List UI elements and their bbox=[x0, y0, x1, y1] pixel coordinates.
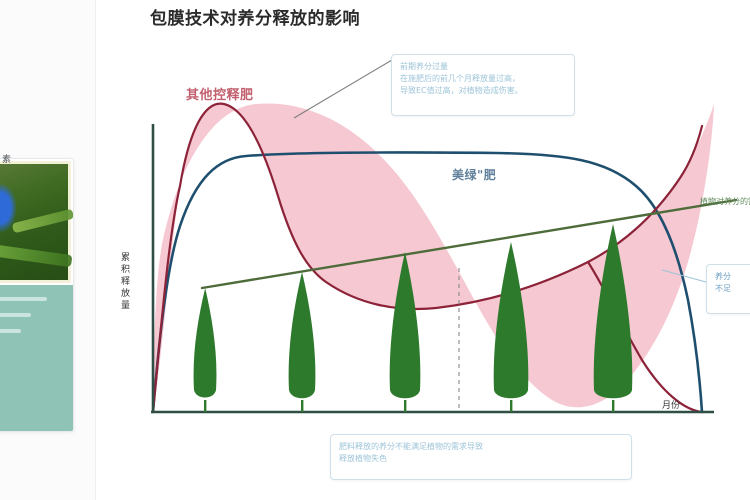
leaf-shape bbox=[11, 208, 73, 234]
plant-tree bbox=[288, 272, 316, 412]
callout-right-leader bbox=[661, 269, 707, 283]
callout-top-line-1: 前期养分过量 bbox=[400, 62, 448, 71]
callout-bottom-line-2: 释放植物失色 bbox=[339, 454, 387, 463]
callout-bottom-line-1: 肥料释放的养分不能满足植物的需求导致 bbox=[339, 442, 483, 451]
placeholder-line bbox=[0, 297, 47, 301]
plant-tree bbox=[193, 288, 217, 412]
series-label-plant-demand: 植物对养分的需求量 bbox=[700, 196, 750, 207]
series-label-other-fertilizer: 其他控释肥 bbox=[186, 88, 254, 103]
y-axis-label: 累积释放量 bbox=[119, 252, 133, 312]
series-label-melv-fertilizer: 美绿"肥 bbox=[452, 168, 497, 182]
plant-tree bbox=[493, 242, 529, 412]
chart-canvas bbox=[96, 0, 750, 500]
chart-svg bbox=[151, 59, 738, 414]
callout-right-line-1: 养分 bbox=[715, 272, 731, 281]
plant-photo bbox=[0, 161, 73, 283]
sidebar-label: 素 bbox=[2, 155, 13, 165]
series-line-melv-fertilizer bbox=[151, 151, 704, 414]
callout-top-leader bbox=[293, 59, 393, 119]
callout-nutrient-shortage: 养分 不足 bbox=[706, 264, 750, 314]
y-axis-label-text: 累积释放量 bbox=[120, 253, 131, 311]
sidebar-card[interactable] bbox=[0, 158, 74, 432]
plant-group bbox=[193, 224, 633, 412]
leaf-shape bbox=[0, 244, 73, 268]
plant-tree bbox=[593, 224, 633, 412]
callout-insufficient-nutrients: 肥料释放的养分不能满足植物的需求导致 释放植物失色 bbox=[330, 434, 632, 480]
series-fill-other-fertilizer bbox=[153, 103, 714, 412]
plant-demand-line-1: 植物对养分的需求量 bbox=[700, 197, 750, 206]
plant-tree bbox=[389, 252, 421, 412]
x-axis-label: 月份 bbox=[662, 401, 681, 411]
placeholder-line bbox=[0, 313, 31, 317]
callout-top-line-2: 在施肥后的前几个月释放量过高， bbox=[400, 74, 520, 83]
series-line-plant-demand bbox=[200, 198, 738, 290]
callout-green-leader bbox=[699, 199, 737, 206]
callout-right-line-2: 不足 bbox=[715, 284, 731, 293]
sidebar-panel bbox=[0, 285, 73, 431]
placeholder-line bbox=[0, 329, 21, 333]
callout-excess-nutrients: 前期养分过量 在施肥后的前几个月释放量过高， 导致EC值过高，对植物造成伤害。 bbox=[391, 54, 575, 116]
page-title: 包膜技术对养分释放的影响 bbox=[150, 9, 360, 29]
series-line-other-fertilizer bbox=[151, 102, 704, 414]
callout-top-line-3: 导致EC值过高，对植物造成伤害。 bbox=[400, 86, 523, 95]
